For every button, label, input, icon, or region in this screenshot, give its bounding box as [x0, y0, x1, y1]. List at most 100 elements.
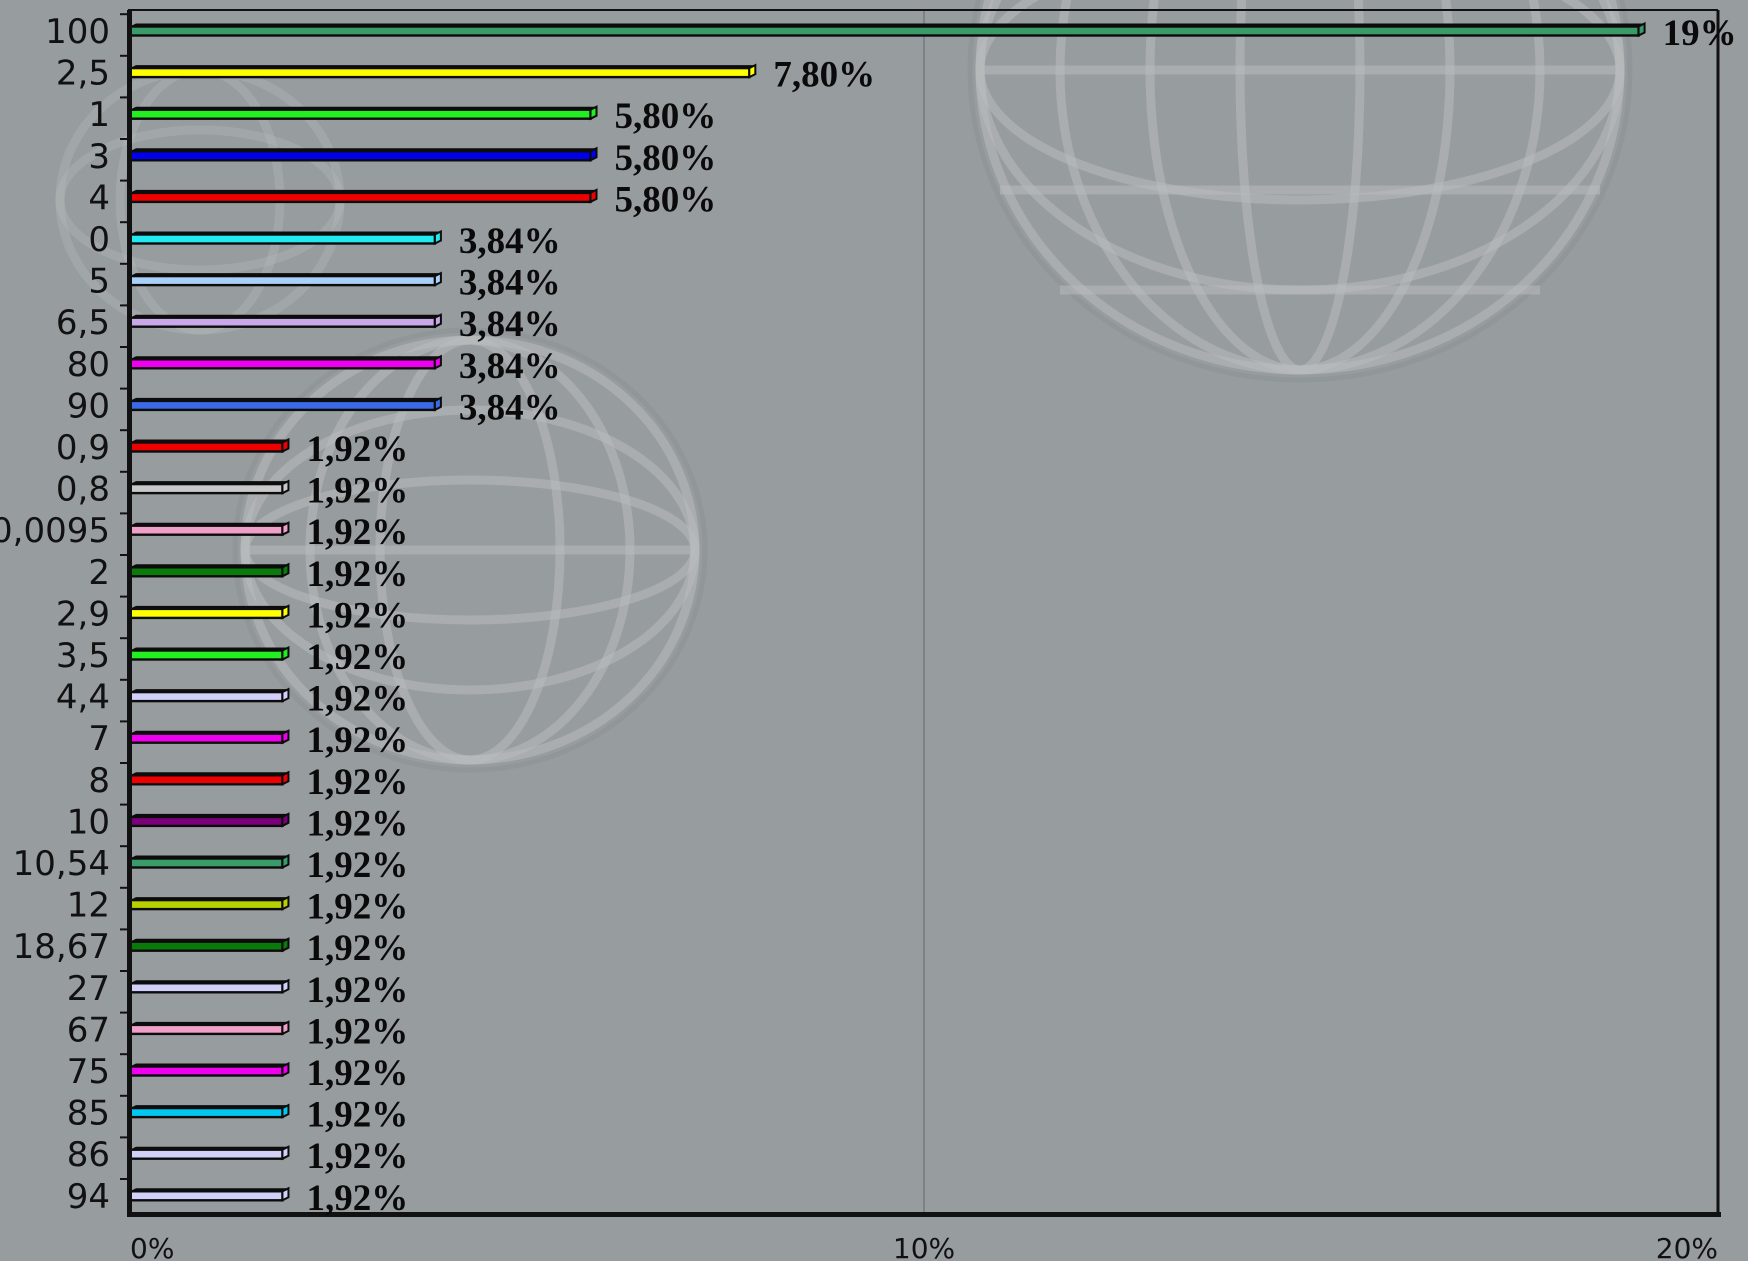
y-tick-label-24: 67 [67, 1010, 110, 1050]
x-tick-label-1: 10% [893, 1232, 955, 1261]
y-tick-label-11: 0,8 [56, 470, 110, 510]
y-tick-label-10: 0,9 [56, 428, 110, 468]
y-axis [127, 10, 132, 1214]
y-tick-label-19: 10 [67, 802, 110, 842]
data-label-1: 7,80% [773, 55, 875, 96]
bar-28 [128, 1186, 290, 1202]
bar-12 [128, 521, 290, 537]
x-tick-labels: 0% 10% 20% [130, 1232, 1718, 1261]
data-label-24: 1,92% [306, 1011, 408, 1052]
data-label-26: 1,92% [306, 1095, 408, 1136]
bar-5 [128, 229, 442, 246]
data-label-14: 1,92% [306, 595, 408, 636]
data-label-27: 1,92% [306, 1136, 408, 1177]
bar-17 [128, 729, 290, 745]
y-tick-label-7: 6,5 [56, 303, 110, 343]
data-label-23: 1,92% [306, 970, 408, 1011]
y-tick-label-1: 2,5 [56, 54, 110, 94]
bar-4 [128, 188, 598, 204]
bar-24 [128, 1020, 290, 1036]
data-label-11: 1,92% [306, 471, 408, 512]
bar-25 [128, 1061, 290, 1078]
data-label-16: 1,92% [306, 679, 408, 720]
bar-27 [128, 1145, 290, 1161]
bar-13 [128, 562, 290, 578]
data-label-6: 3,84% [459, 263, 561, 304]
bar-23 [128, 978, 290, 994]
data-label-3: 5,80% [615, 138, 717, 179]
background-sphere-large [967, 0, 1633, 383]
data-label-0: 19% [1663, 13, 1737, 54]
background-sphere-small [232, 327, 708, 773]
bar-18 [128, 770, 290, 786]
y-tick-label-28: 94 [67, 1177, 110, 1217]
y-tick-label-22: 18,67 [13, 927, 110, 967]
data-label-2: 5,80% [615, 96, 717, 137]
y-tick-label-25: 75 [67, 1052, 110, 1092]
data-label-15: 1,92% [306, 637, 408, 678]
y-tick-label-18: 8 [88, 761, 110, 801]
y-tick-label-2: 1 [88, 95, 110, 135]
y-tick-label-0: 100 [45, 12, 110, 52]
data-label-12: 1,92% [306, 512, 408, 553]
y-tick-label-27: 86 [67, 1135, 110, 1175]
y-tick-label-6: 5 [88, 262, 110, 302]
bar-10 [128, 437, 290, 454]
y-tick-label-8: 80 [67, 345, 110, 385]
bar-9 [128, 396, 442, 412]
data-label-4: 5,80% [615, 179, 717, 220]
y-tick-label-9: 90 [67, 386, 110, 426]
x-tick-label-2: 20% [1656, 1232, 1718, 1261]
y-tick-label-21: 12 [67, 886, 110, 926]
data-label-8: 3,84% [459, 346, 561, 387]
y-tick-labels: 1002,5134056,580900,90,80,009522,93,54,4… [0, 12, 110, 1217]
data-label-17: 1,92% [306, 720, 408, 761]
y-tick-label-17: 7 [88, 719, 110, 759]
y-tick-label-14: 2,9 [56, 594, 110, 634]
data-label-28: 1,92% [306, 1178, 408, 1219]
bar-16 [128, 687, 290, 703]
x-axis [127, 1212, 1721, 1217]
y-tick-label-26: 85 [67, 1094, 110, 1134]
bar-14 [128, 604, 290, 620]
data-label-5: 3,84% [459, 221, 561, 262]
bar-22 [128, 937, 290, 953]
data-label-7: 3,84% [459, 304, 561, 345]
data-labels: 19%7,80%5,80%5,80%5,80%3,84%3,84%3,84%3,… [306, 13, 1736, 1219]
bar-3 [128, 146, 598, 162]
bar-19 [128, 812, 290, 828]
bar-7 [128, 313, 442, 329]
bar-20 [128, 853, 290, 870]
bar-26 [128, 1103, 290, 1119]
y-tick-label-20: 10,54 [13, 844, 110, 884]
data-label-22: 1,92% [306, 928, 408, 969]
y-tick-label-4: 4 [88, 178, 110, 218]
y-tick-label-16: 4,4 [56, 678, 110, 718]
y-tick-label-13: 2 [88, 553, 110, 593]
bar-21 [128, 895, 290, 911]
y-tick-label-15: 3,5 [56, 636, 110, 676]
data-label-10: 1,92% [306, 429, 408, 470]
gridlines [923, 10, 1720, 1214]
y-tick-label-3: 3 [88, 137, 110, 177]
data-label-9: 3,84% [459, 387, 561, 428]
data-label-25: 1,92% [306, 1053, 408, 1094]
y-tick-label-12: 0,0095 [0, 511, 110, 551]
data-label-20: 1,92% [306, 845, 408, 886]
y-tick-label-23: 27 [67, 969, 110, 1009]
data-label-18: 1,92% [306, 762, 408, 803]
bar-0 [128, 21, 1646, 38]
y-tick-label-5: 0 [88, 220, 110, 260]
x-tick-label-0: 0% [130, 1232, 174, 1261]
data-label-21: 1,92% [306, 887, 408, 928]
bar-6 [128, 271, 442, 287]
bar-11 [128, 479, 290, 495]
bar-1 [128, 63, 757, 79]
bar-15 [128, 645, 290, 662]
bar-8 [128, 354, 442, 370]
data-label-13: 1,92% [306, 554, 408, 595]
bar-2 [128, 105, 598, 121]
data-label-19: 1,92% [306, 803, 408, 844]
axes [120, 9, 1721, 1217]
